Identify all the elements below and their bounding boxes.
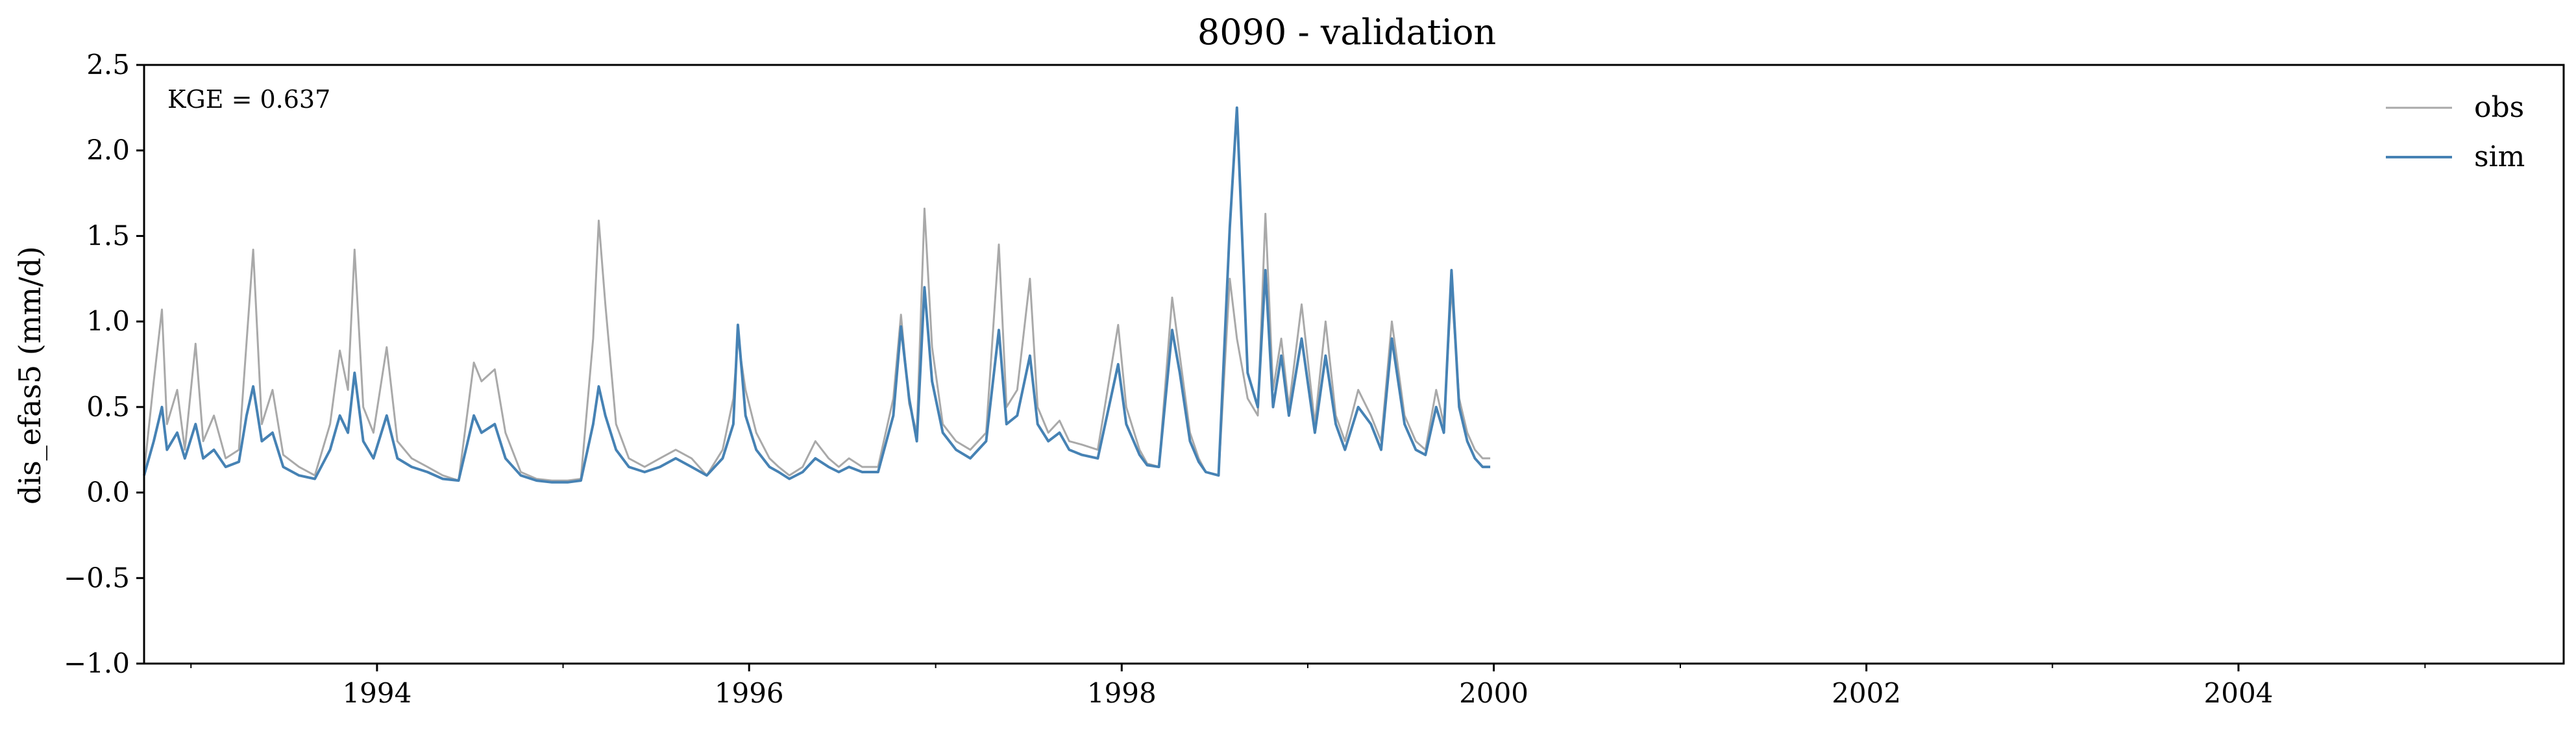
- y-tick-label: 0.0: [86, 477, 130, 508]
- y-tick-label: 1.0: [86, 305, 130, 337]
- x-tick-label: 1996: [715, 677, 784, 709]
- y-tick-label: 1.5: [86, 219, 130, 251]
- series-layer: [143, 106, 1491, 484]
- legend-label-sim: sim: [2474, 140, 2525, 173]
- legend: obs sim: [2386, 91, 2525, 173]
- x-ticks: 1994 1996 1998 2000 2002 2004: [190, 664, 2426, 709]
- y-tick-label: 0.5: [86, 391, 130, 423]
- kge-annotation: KGE = 0.637: [167, 85, 330, 114]
- x-tick-label: 2002: [1832, 677, 1901, 709]
- x-tick-label: 1998: [1087, 677, 1157, 709]
- y-axis-label: dis_efas5 (mm/d): [12, 246, 47, 505]
- y-tick-label: 2.0: [86, 134, 130, 166]
- x-tick-label: 2000: [1459, 677, 1528, 709]
- plot-frame: [143, 64, 2565, 665]
- chart-title: 8090 - validation: [1197, 12, 1496, 53]
- x-tick-label: 1994: [342, 677, 411, 709]
- series-line-obs: [143, 207, 1491, 482]
- series-line-sim: [143, 106, 1491, 484]
- y-tick-label: −1.0: [64, 647, 130, 679]
- y-ticks: 2.5 2.0 1.5 1.0 0.5 0.0 −0.5 −1.0: [64, 49, 144, 679]
- y-tick-label: 2.5: [86, 49, 130, 81]
- legend-label-obs: obs: [2474, 91, 2524, 124]
- x-tick-label: 2004: [2204, 677, 2274, 709]
- y-tick-label: −0.5: [64, 562, 130, 593]
